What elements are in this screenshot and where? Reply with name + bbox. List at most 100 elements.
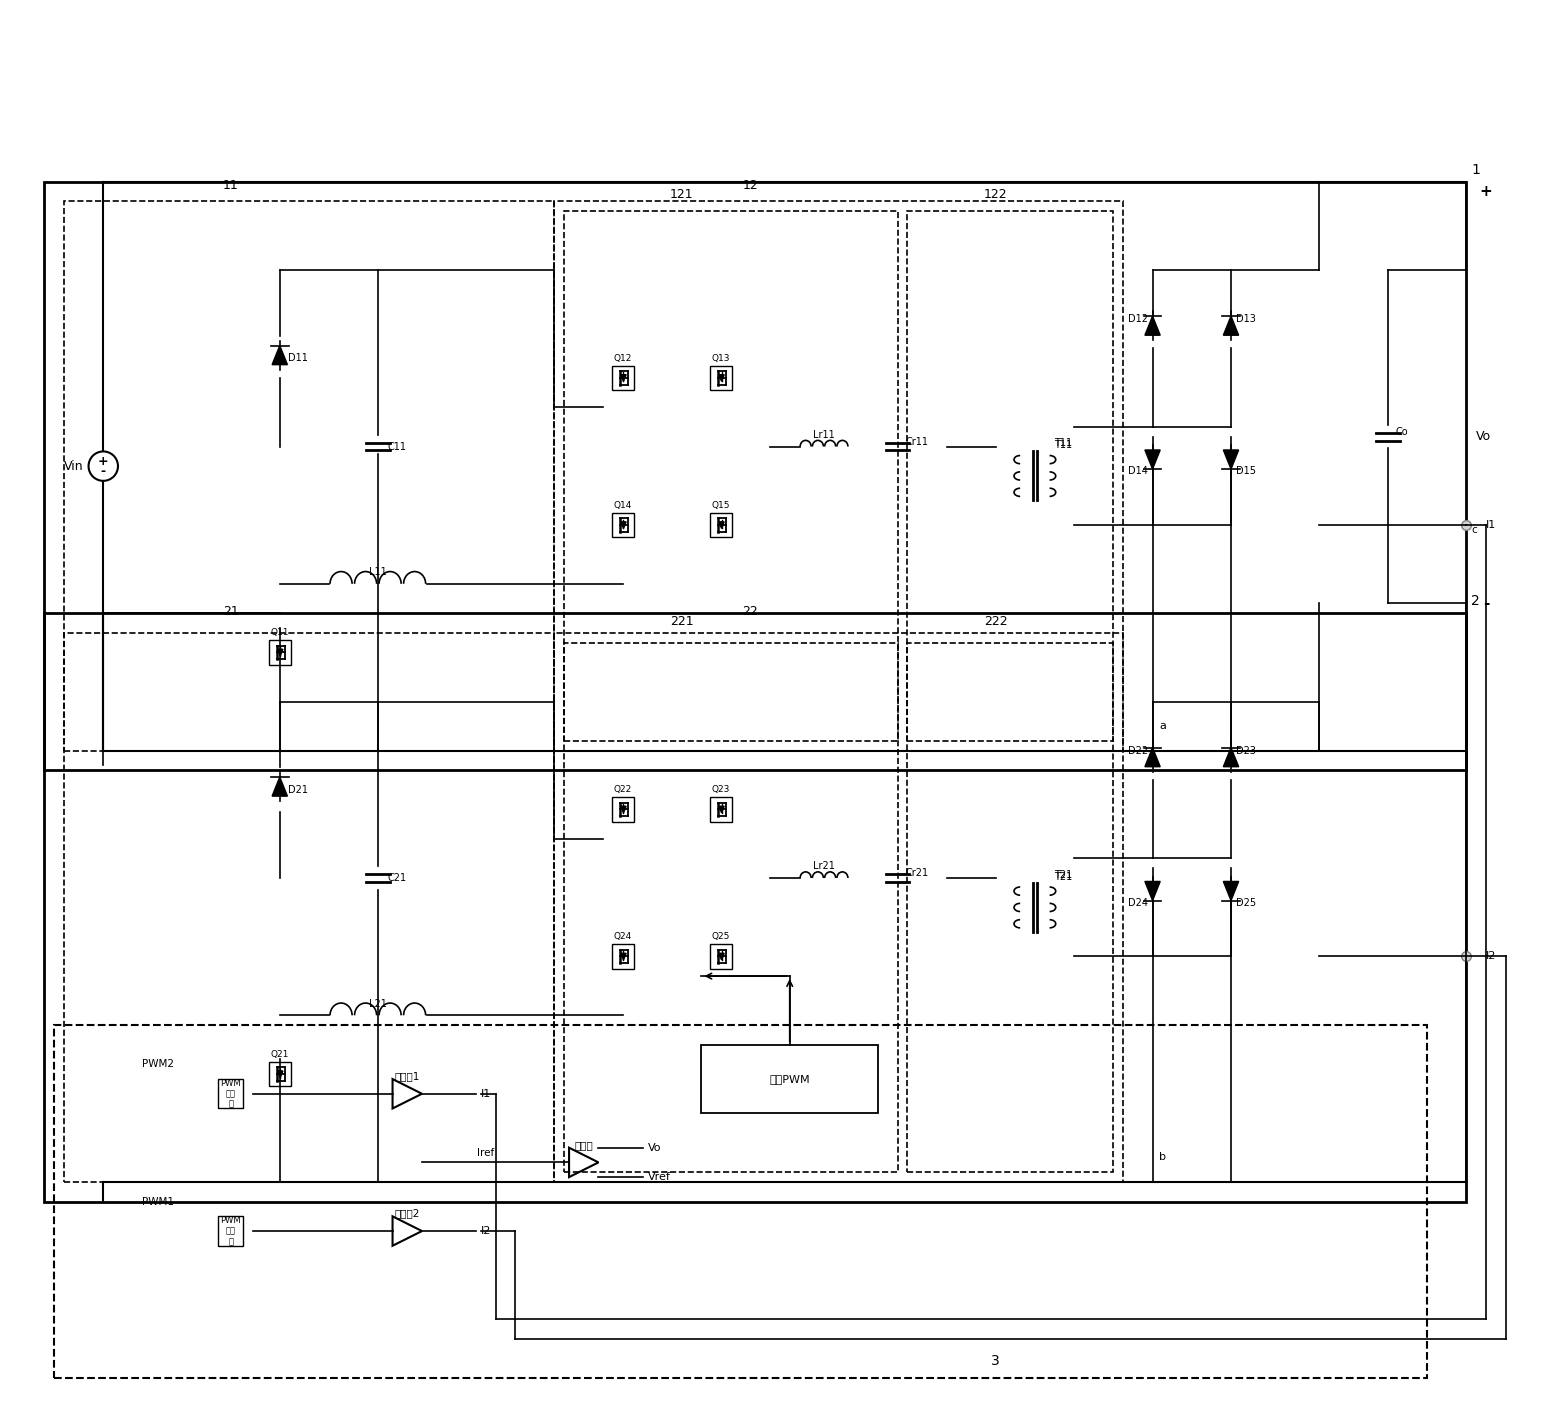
Text: D13: D13 — [1235, 314, 1256, 324]
Bar — [710, 512, 732, 537]
Text: Q14: Q14 — [614, 501, 632, 509]
Text: D14: D14 — [1128, 466, 1149, 476]
Text: -: - — [101, 464, 105, 477]
Polygon shape — [719, 375, 724, 382]
Text: T11: T11 — [1054, 439, 1073, 449]
Bar — [710, 797, 732, 822]
Polygon shape — [1145, 881, 1161, 901]
Text: 11: 11 — [223, 178, 239, 192]
Text: L21: L21 — [369, 999, 388, 1009]
Text: b: b — [1159, 1152, 1166, 1163]
Bar — [45, 182, 1466, 770]
Polygon shape — [719, 953, 724, 960]
Bar — [564, 643, 897, 1173]
Text: Iref: Iref — [477, 1148, 494, 1157]
Polygon shape — [277, 650, 284, 655]
Text: 221: 221 — [670, 615, 694, 629]
Text: C21: C21 — [388, 873, 406, 882]
Polygon shape — [277, 1070, 284, 1078]
Bar — [710, 366, 732, 390]
Text: -: - — [1483, 596, 1490, 610]
Text: Vo: Vo — [648, 1142, 660, 1153]
Text: D22: D22 — [1128, 745, 1149, 756]
Polygon shape — [1145, 316, 1161, 335]
Polygon shape — [1145, 748, 1161, 766]
Text: D12: D12 — [1128, 314, 1149, 324]
Polygon shape — [1145, 450, 1161, 469]
Text: Cr11: Cr11 — [905, 436, 928, 446]
Text: D11: D11 — [288, 354, 307, 363]
Bar — [555, 633, 1124, 1181]
Text: I1: I1 — [480, 1089, 491, 1099]
Polygon shape — [273, 345, 287, 365]
Bar — [564, 212, 897, 741]
Text: I2: I2 — [480, 1226, 491, 1236]
Text: T21: T21 — [1054, 873, 1073, 882]
Text: Co: Co — [1395, 427, 1409, 436]
Text: Q21: Q21 — [271, 1049, 288, 1059]
Text: C11: C11 — [388, 442, 406, 452]
Text: 22: 22 — [742, 605, 758, 619]
Text: Vref: Vref — [648, 1172, 671, 1183]
Polygon shape — [622, 375, 626, 382]
Text: Q23: Q23 — [711, 786, 730, 794]
Text: 2: 2 — [1471, 595, 1480, 609]
Bar — [270, 640, 290, 665]
Text: 1: 1 — [1471, 163, 1480, 177]
Text: Q13: Q13 — [711, 354, 730, 363]
Text: +: + — [1480, 184, 1493, 199]
Bar — [64, 202, 555, 751]
Text: I2: I2 — [1486, 951, 1496, 961]
Text: Q11: Q11 — [271, 629, 288, 637]
Text: Lr21: Lr21 — [814, 861, 835, 871]
Text: D23: D23 — [1235, 745, 1256, 756]
Bar — [612, 797, 634, 822]
Text: Q22: Q22 — [614, 786, 632, 794]
Bar — [219, 1216, 243, 1246]
Text: 21: 21 — [223, 605, 239, 619]
Text: Q25: Q25 — [711, 932, 730, 941]
Text: Q15: Q15 — [711, 501, 730, 509]
Text: a: a — [1159, 721, 1166, 731]
Text: c: c — [1471, 525, 1477, 535]
Polygon shape — [1223, 881, 1238, 901]
Text: Vin: Vin — [64, 460, 84, 473]
Text: PWM2: PWM2 — [143, 1059, 175, 1069]
Bar — [64, 633, 555, 1181]
Text: 122: 122 — [984, 188, 1008, 202]
Text: 3: 3 — [992, 1354, 1000, 1368]
Text: D25: D25 — [1235, 898, 1256, 908]
Polygon shape — [719, 807, 724, 812]
Text: D15: D15 — [1235, 466, 1256, 476]
Text: PWM1: PWM1 — [143, 1197, 175, 1207]
Bar — [45, 613, 1466, 1201]
Text: 222: 222 — [984, 615, 1008, 629]
Text: 开环PWM: 开环PWM — [769, 1075, 811, 1085]
Text: +: + — [98, 455, 109, 467]
Text: Q24: Q24 — [614, 932, 632, 941]
Bar — [54, 1026, 1428, 1378]
Bar — [907, 212, 1113, 741]
Bar — [270, 1062, 290, 1086]
Text: L11: L11 — [369, 567, 386, 577]
Bar — [612, 366, 634, 390]
Polygon shape — [1223, 748, 1238, 766]
Polygon shape — [622, 522, 626, 529]
Polygon shape — [1223, 316, 1238, 335]
Text: 12: 12 — [742, 178, 758, 192]
Text: D24: D24 — [1128, 898, 1149, 908]
Text: 电流环2: 电流环2 — [395, 1208, 420, 1218]
Polygon shape — [622, 953, 626, 960]
Polygon shape — [719, 522, 724, 529]
Bar — [555, 202, 1124, 751]
Text: 电流环1: 电流环1 — [395, 1070, 420, 1082]
Bar — [612, 944, 634, 968]
Text: Q12: Q12 — [614, 354, 632, 363]
Text: I1: I1 — [1486, 521, 1496, 530]
Bar — [612, 512, 634, 537]
Bar — [907, 643, 1113, 1173]
Bar — [219, 1079, 243, 1108]
Text: Cr21: Cr21 — [905, 868, 928, 878]
Text: 电压环: 电压环 — [575, 1139, 594, 1149]
Text: PWM
发生
器: PWM 发生 器 — [220, 1079, 242, 1108]
